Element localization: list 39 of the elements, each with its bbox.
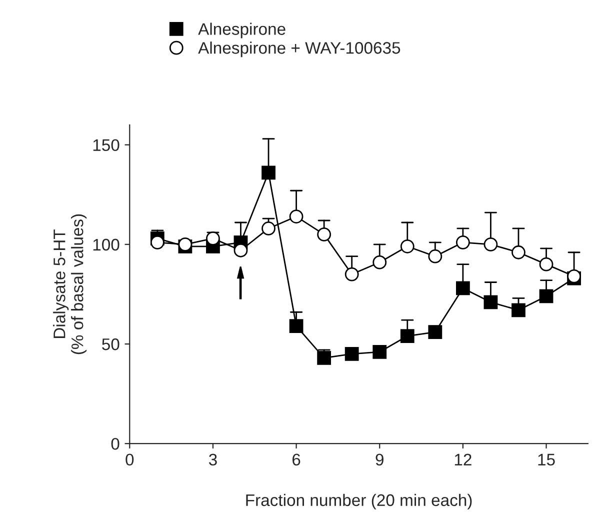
point <box>317 228 332 242</box>
legend-label: Alnespirone + WAY-100635 <box>198 42 400 58</box>
point <box>262 166 276 180</box>
x-tick-label: 9 <box>376 454 384 466</box>
x-tick-label: 6 <box>292 454 300 466</box>
y-tick-label: 150 <box>93 139 120 152</box>
point <box>512 303 526 318</box>
point <box>539 257 554 272</box>
point <box>206 231 220 246</box>
y-tick-label: 0 <box>111 438 120 450</box>
point <box>456 281 470 296</box>
x-tick-label: 3 <box>208 454 217 466</box>
point <box>428 249 442 264</box>
point <box>317 350 332 365</box>
point <box>484 237 498 252</box>
point <box>456 235 470 250</box>
point <box>372 255 387 270</box>
point <box>289 210 304 224</box>
point <box>150 235 164 250</box>
point <box>400 239 414 254</box>
point <box>262 222 276 236</box>
point <box>512 245 526 260</box>
point <box>539 289 554 304</box>
x-tick-label: 0 <box>126 454 134 466</box>
x-axis-title: Fraction number (20 min each) <box>246 494 472 510</box>
point <box>344 347 359 361</box>
point <box>289 319 304 334</box>
point <box>400 329 414 343</box>
y-axis-title: Dialysate 5-HT (% of basal values) <box>53 214 87 354</box>
legend-label: Alnespirone <box>198 22 286 38</box>
point <box>372 345 387 359</box>
x-tick-label: 12 <box>454 454 472 466</box>
point <box>484 295 498 310</box>
point <box>428 325 442 339</box>
point <box>344 267 359 282</box>
y-tick-label: 50 <box>102 338 120 350</box>
x-tick-label: 15 <box>538 454 555 466</box>
point <box>234 243 248 258</box>
y-tick-label: 100 <box>93 238 120 251</box>
